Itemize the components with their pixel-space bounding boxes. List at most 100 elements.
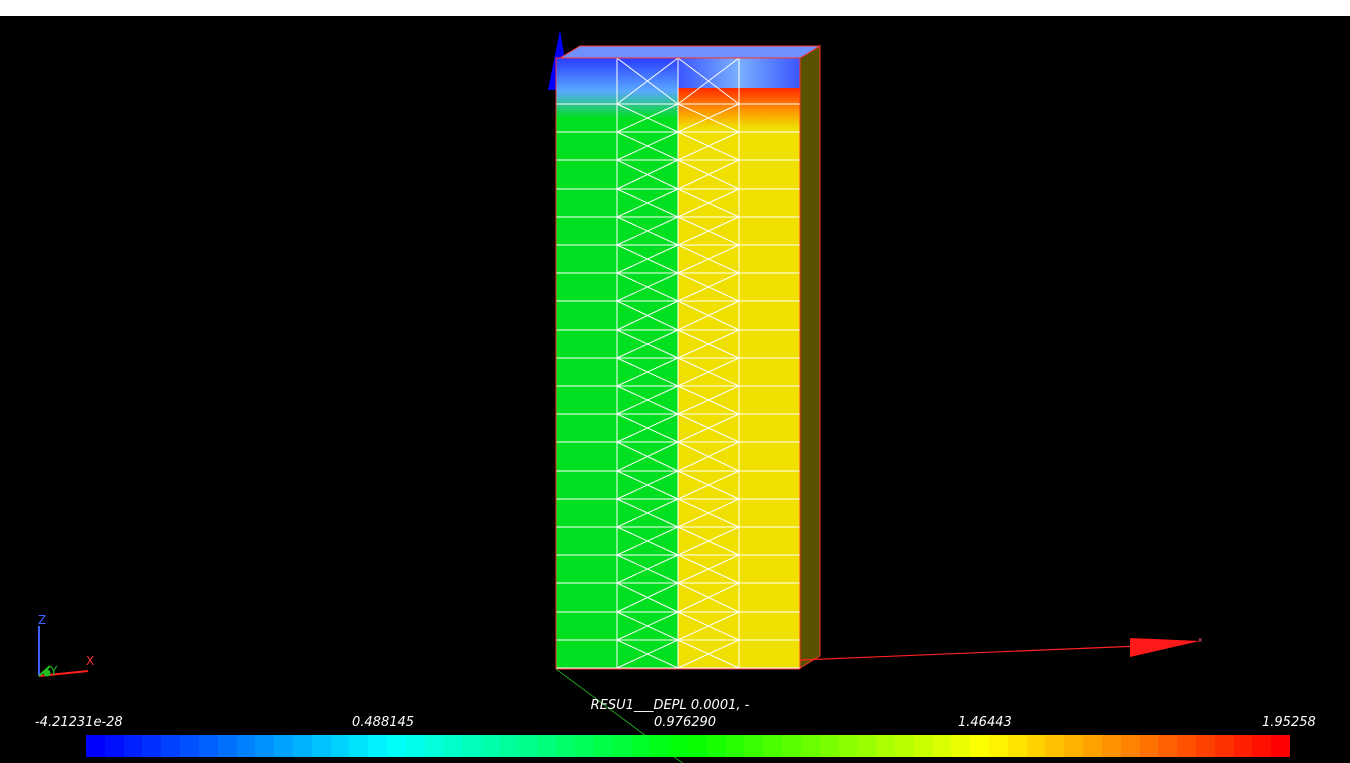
color-bar-segment [838,735,858,757]
color-bar-segment [161,735,181,757]
mesh-edge [677,103,740,133]
scene-x-arrowhead [1130,638,1200,657]
color-bar-segment [631,735,651,757]
mesh-edge [677,188,740,218]
orientation-z-label: Z [38,613,46,627]
scalar-tick-0: -4.21231e-28 [35,715,123,730]
mesh-edge [616,498,679,528]
color-bar-segment [86,735,105,757]
scalar-bar-title: RESU1___DEPL 0.0001, - [590,698,750,713]
mesh-edge [677,554,740,584]
color-bar-segment [368,735,387,757]
color-bar-segment [349,735,369,757]
color-bar-segment [932,735,952,757]
mesh-edge [616,526,679,556]
color-bar-segment [593,735,613,757]
color-bar-segment [311,735,331,757]
scalar-color-bar [86,735,1290,757]
mesh-edge [677,385,740,415]
color-bar-segment [650,735,670,757]
color-bar-segment [556,735,576,757]
color-bar-segment [123,735,143,757]
box-outline [555,57,801,670]
color-bar-segment [198,735,218,757]
scene-svg: x Z Y X [38,30,1202,763]
mesh-edge [677,272,740,302]
color-bar-segment [1064,735,1084,757]
mesh-edge [616,413,679,443]
color-bar-segment [876,735,895,757]
color-bar-segment [405,735,425,757]
mesh-edge [616,611,679,641]
color-bar-segment [857,735,877,757]
mesh-edge [616,159,679,190]
mesh-edge [616,582,679,613]
mesh-edge [616,244,679,274]
3d-viewport[interactable]: x Z Y X [0,16,1350,763]
mesh-edge [677,57,740,105]
scalar-tick-1: 0.488145 [352,715,415,730]
mesh-edge [677,216,740,246]
color-bar-segment [1158,735,1178,757]
color-bar-segment [443,735,463,757]
mesh-edge [616,357,679,387]
color-bar-segment [612,735,632,757]
color-bar-segment [1007,735,1027,757]
mesh-edge [616,272,679,302]
mesh-edge [677,470,740,500]
mesh-edge [616,385,679,415]
orientation-y-label: Y [49,664,58,678]
scene-x-label: x [1198,636,1202,644]
color-bar-segment [819,735,839,757]
mesh-edge [677,498,740,528]
scalar-tick-2: 0.976290 [654,715,717,730]
color-bar-segment [518,735,538,757]
mesh-edge [677,611,740,641]
scalar-tick-3: 1.46443 [958,715,1012,730]
window-title [0,0,1350,16]
window-title-strip [0,0,1350,16]
box-top-face [558,45,822,59]
mesh-edge [677,244,740,274]
mesh-edge [616,554,679,584]
color-bar-segment [1214,735,1234,757]
scalar-tick-4: 1.95258 [1262,715,1316,730]
color-bar-segment [1139,735,1159,757]
color-bar-segment [1195,735,1215,757]
color-bar-segment [236,735,256,757]
color-bar-segment [499,735,519,757]
color-bar-segment [1177,735,1196,757]
mesh-edge [677,300,740,331]
mesh-edge [677,329,740,359]
color-bar-segment [104,735,124,757]
color-bar-segment [989,735,1008,757]
mesh-edge [677,526,740,556]
color-bar-segment [462,735,482,757]
color-bar-segment [292,735,312,757]
box-side-face [799,45,821,669]
mesh-edge [616,300,679,331]
mesh-edge [616,470,679,500]
mesh-edge [616,441,679,472]
color-bar-segment [688,735,707,757]
color-bar-segment [481,735,500,757]
orientation-x-label: X [86,654,94,668]
color-bar-segment [1101,735,1121,757]
color-bar-segment [180,735,199,757]
color-bar-segment [669,735,688,757]
color-bar-segment [763,735,783,757]
scene-y-axis [555,668,684,763]
color-bar-segment [1120,735,1140,757]
color-bar-segment [894,735,914,757]
color-bar-segment [951,735,971,757]
color-bar-segment [537,735,557,757]
color-bar-segment [330,735,350,757]
color-bar-segment [387,735,406,757]
color-bar-segment [274,735,293,757]
color-bar-segment [217,735,237,757]
color-bar-segment [575,735,594,757]
color-bar-segment [1026,735,1046,757]
mesh-edge [677,441,740,472]
color-bar-segment [913,735,933,757]
color-bar-segment [970,735,989,757]
